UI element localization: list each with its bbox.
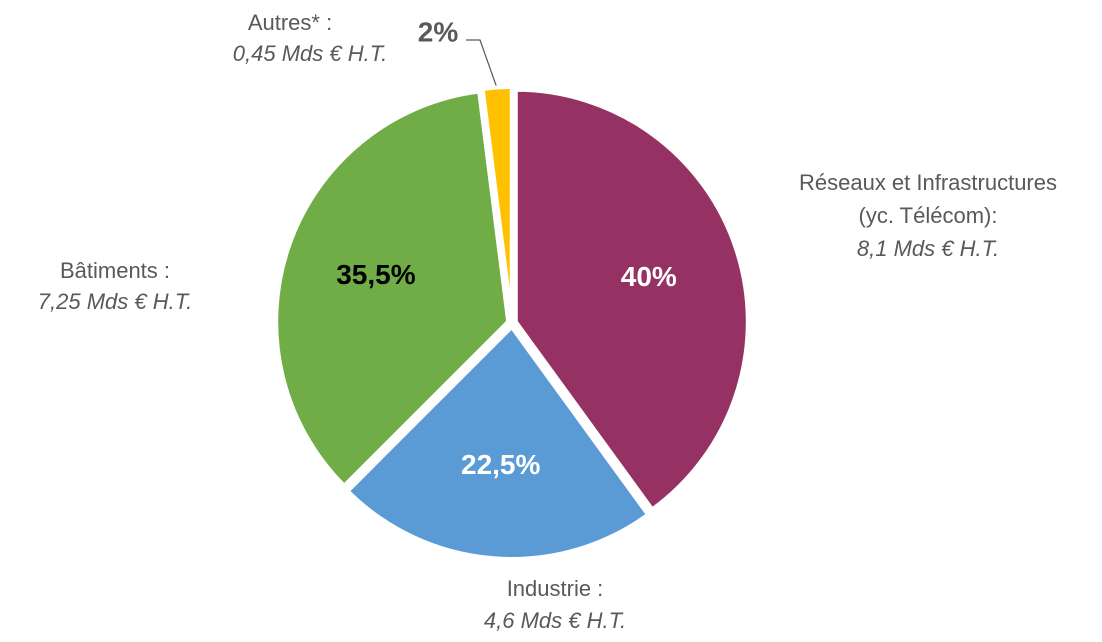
category-label: Réseaux et Infrastructures (yc. Télécom)… [798, 170, 1057, 228]
pie-slice [344, 323, 651, 561]
leader-line [466, 39, 498, 89]
pie-slice [480, 85, 514, 320]
amount-label: 8,1 Mds € H.T. [856, 236, 1000, 261]
pie-slice [274, 89, 511, 489]
amount-label: 0,45 Mds € H.T. [232, 41, 388, 66]
value-label: 2% [418, 16, 459, 47]
value-label: 22,5% [461, 449, 540, 480]
amount-label: 4,6 Mds € H.T. [483, 608, 627, 633]
pie-slice [513, 87, 750, 513]
amount-label: 7,25 Mds € H.T. [37, 289, 193, 314]
value-label: 40% [621, 261, 677, 292]
category-label: Autres* : [247, 10, 333, 35]
category-label: Industrie : [506, 576, 604, 601]
value-label: 35,5% [336, 259, 415, 290]
category-label: Bâtiments : [59, 258, 171, 283]
